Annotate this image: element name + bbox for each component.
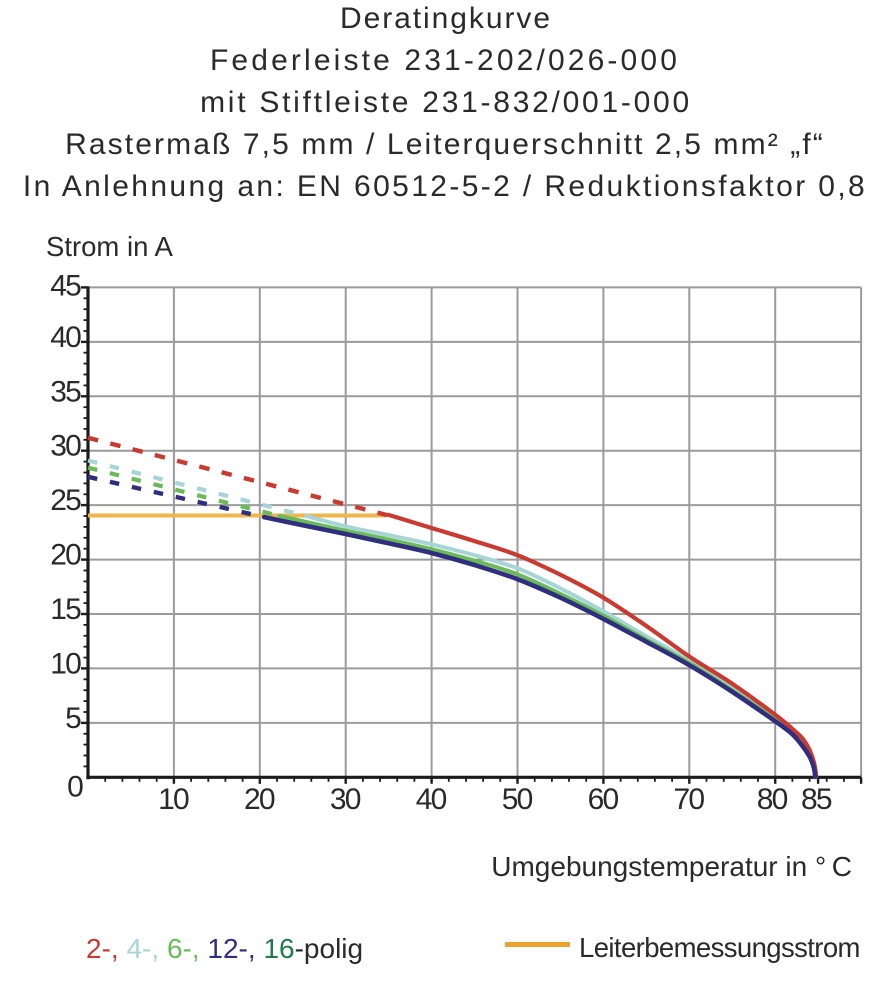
svg-text:5: 5 [65,702,81,735]
svg-text:15: 15 [50,593,81,626]
svg-text:20: 20 [244,783,275,816]
svg-text:40: 40 [50,321,81,354]
svg-text:0: 0 [67,770,83,803]
svg-text:30: 30 [50,430,81,463]
svg-text:40: 40 [416,783,447,816]
svg-text:70: 70 [674,783,705,816]
svg-text:2-, 4-, 6-, 12-, 16-polig: 2-, 4-, 6-, 12-, 16-polig [86,933,363,964]
svg-text:Strom in A: Strom in A [46,231,174,262]
svg-text:Federleiste 231-202/026-000: Federleiste 231-202/026-000 [210,44,680,77]
svg-text:Rastermaß 7,5 mm / Leiterquers: Rastermaß 7,5 mm / Leiterquerschnitt 2,5… [65,128,825,161]
svg-text:60: 60 [588,783,619,816]
svg-text:Umgebungstemperatur in ° C: Umgebungstemperatur in ° C [491,851,852,882]
svg-text:Leiterbemessungsstrom: Leiterbemessungsstrom [579,932,860,963]
svg-text:10: 10 [158,783,189,816]
svg-text:In Anlehnung an: EN 60512-5-2: In Anlehnung an: EN 60512-5-2 / Reduktio… [23,170,867,203]
svg-text:25: 25 [50,484,81,517]
svg-text:20: 20 [50,539,81,572]
svg-text:50: 50 [502,783,533,816]
svg-text:35: 35 [50,375,81,408]
svg-text:30: 30 [330,783,361,816]
svg-text:85: 85 [801,783,832,816]
svg-text:10: 10 [50,647,81,680]
svg-text:mit Stiftleiste 231-832/001-00: mit Stiftleiste 231-832/001-000 [200,86,692,119]
svg-text:80: 80 [757,783,788,816]
svg-text:Deratingkurve: Deratingkurve [340,2,552,35]
svg-text:45: 45 [50,269,81,302]
